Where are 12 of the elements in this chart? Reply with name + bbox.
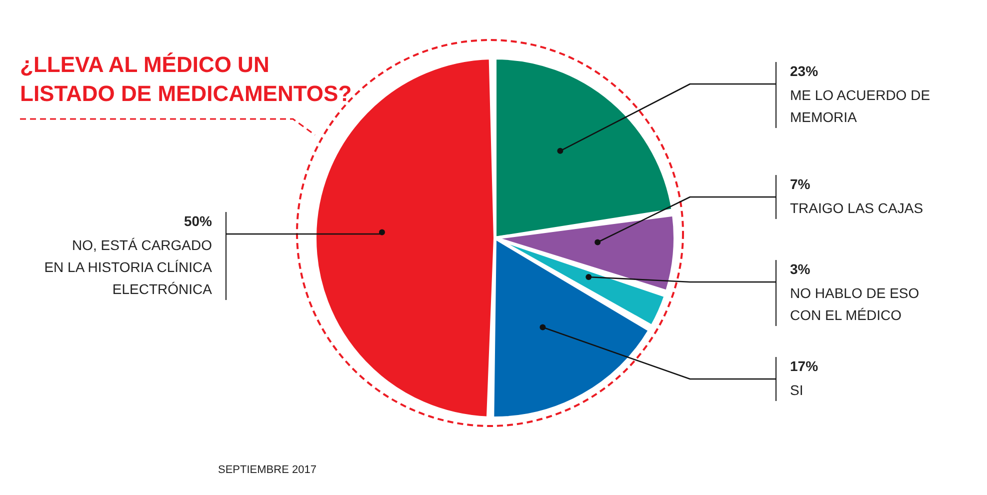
slice-label: ME LO ACUERDO DE MEMORIA (790, 87, 930, 125)
data-label: 7% (790, 176, 811, 192)
data-label: 3% (790, 261, 811, 277)
slice-label: NO, ESTÁ CARGADO EN LA HISTORIA CLÍNICA ELECTRÓNICA (44, 237, 213, 297)
slice-label: NO HABLO DE ESO CON EL MÉDICO (790, 285, 920, 323)
data-label: 17% (790, 358, 819, 374)
data-label: 23% (790, 63, 819, 79)
data-label: 50% (184, 213, 213, 229)
chart-title: ¿LLEVA AL MÉDICO UN LISTADO DE MEDICAMENTOS? (20, 51, 352, 108)
slice-label: SI (790, 382, 804, 398)
slice-label: TRAIGO LAS CAJAS (790, 200, 924, 216)
text: SEPTIEMBRE 2017 (218, 464, 316, 476)
